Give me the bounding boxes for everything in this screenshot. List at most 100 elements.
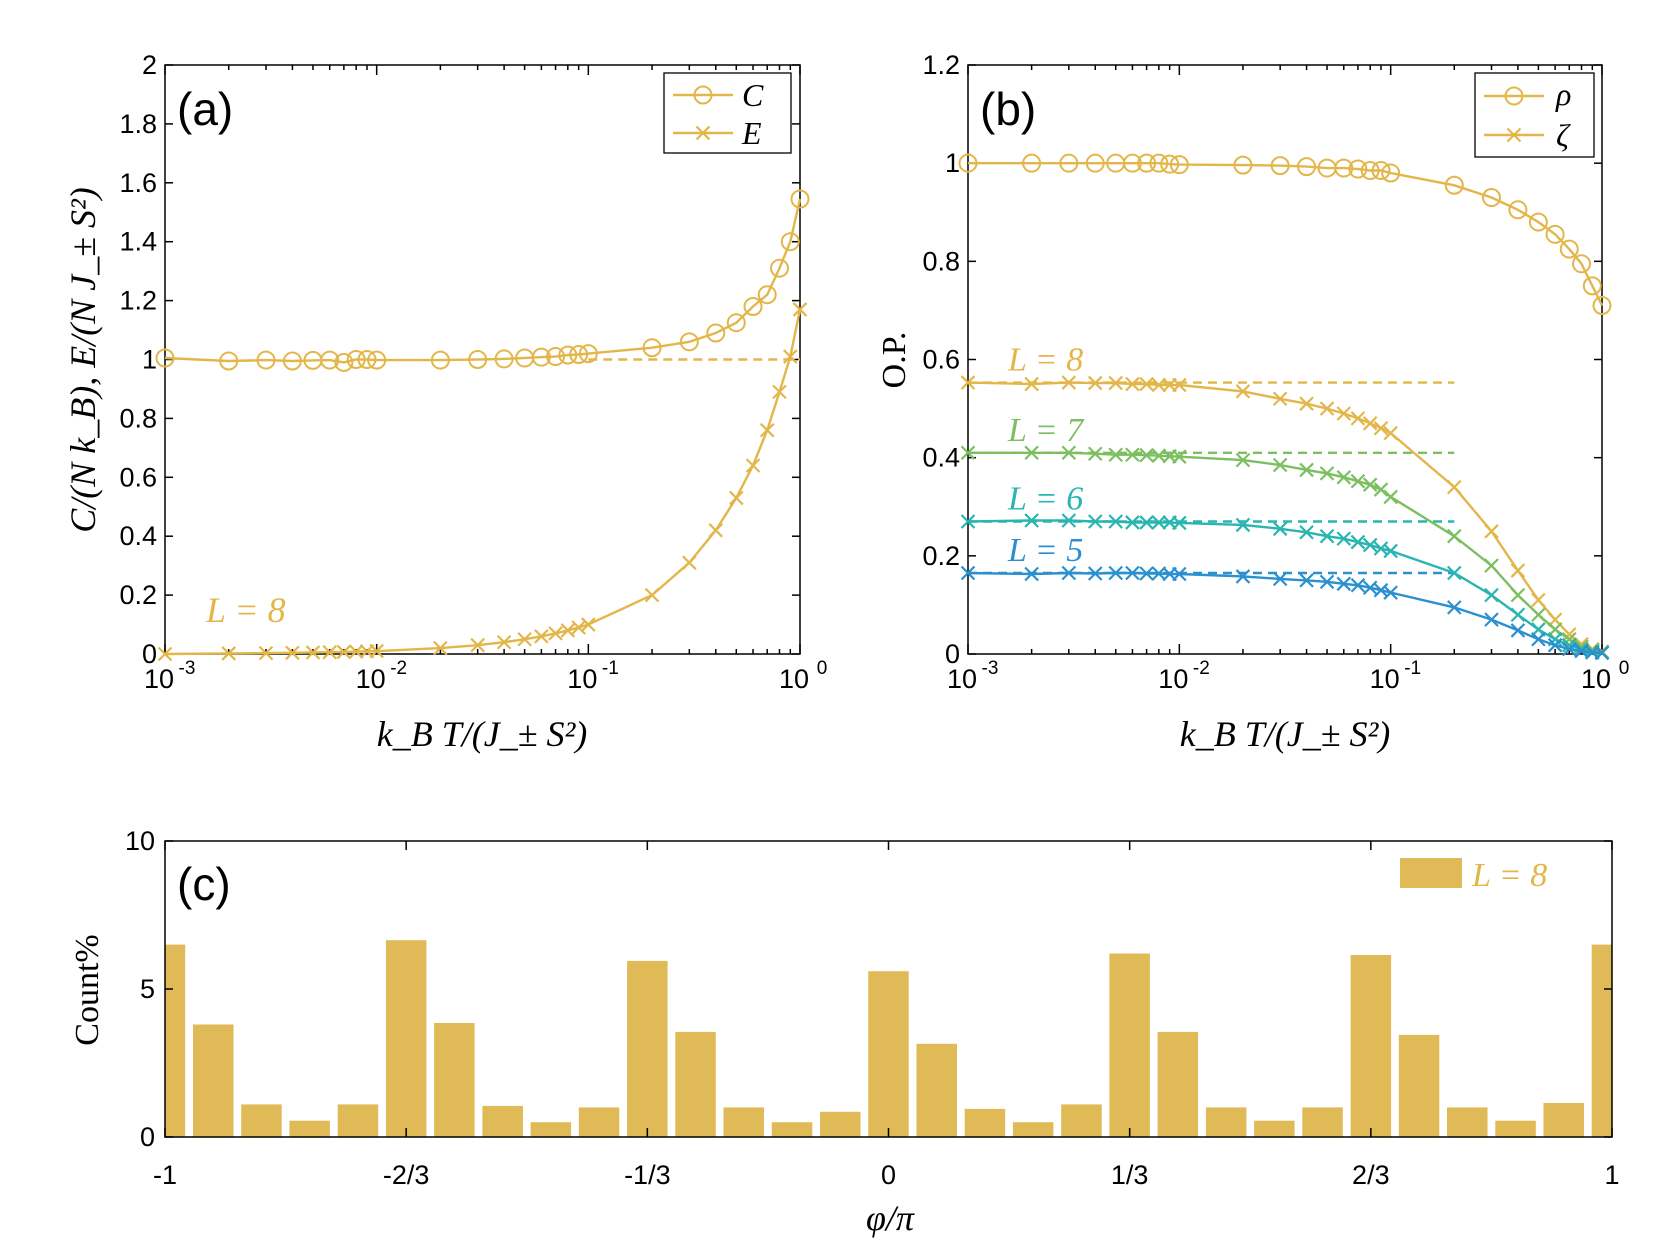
y-tick-label: 1.4 [119, 227, 157, 257]
x-tick-label: 2/3 [1352, 1160, 1390, 1190]
data-point-ζ L=6 [1484, 587, 1499, 603]
data-point-ζ L=8 [1561, 627, 1577, 642]
x-tick-exponent: 0 [1619, 658, 1630, 679]
data-point-ζ L=7 [960, 445, 976, 461]
legend-label-c: C [742, 77, 764, 113]
data-point-ζ L=5 [1087, 566, 1103, 581]
data-point-ζ L=7 [1362, 477, 1378, 492]
data-point-ζ L=8 [1447, 479, 1462, 495]
data-point-ζ L=5 [1235, 569, 1251, 584]
data-point-ζ L=6 [1574, 641, 1589, 657]
y-tick-label: 0 [142, 639, 157, 669]
data-point-E [534, 629, 549, 644]
data-point-ζ L=5 [1350, 578, 1366, 593]
histogram-bar [193, 1024, 234, 1137]
data-point-E [305, 645, 321, 660]
data-point-ρ [1444, 175, 1464, 195]
data-point-ζ L=5 [1172, 566, 1187, 582]
y-tick-label: 0.4 [922, 443, 960, 473]
legend-marker-c [693, 85, 713, 105]
data-point-ζ L=7 [1125, 447, 1140, 462]
x-axis-label: k_B T/(J_± S²) [377, 714, 588, 754]
data-point-ζ L=6 [1383, 543, 1398, 559]
data-point-ρ [958, 153, 978, 173]
data-point-ζ L=5 [1383, 585, 1398, 600]
data-point-C [706, 323, 726, 343]
data-point-ρ [1149, 153, 1169, 173]
y-tick-label: 1.2 [119, 286, 157, 316]
data-point-E [772, 384, 787, 400]
data-point-E [644, 587, 660, 603]
data-point-ζ L=8 [1125, 376, 1140, 392]
histogram-bar [337, 1104, 379, 1137]
data-point-ζ L=7 [1272, 457, 1288, 473]
data-point-E [285, 645, 300, 661]
series-line-ζ L=6 [967, 519, 1603, 654]
y-tick-label: 10 [125, 826, 155, 856]
histogram-bar [820, 1111, 861, 1137]
histogram-bar [1543, 1103, 1584, 1137]
data-point-ζ L=8 [1061, 375, 1077, 390]
data-point-ζ L=8 [960, 375, 976, 390]
y-tick-label: 0.8 [119, 403, 157, 433]
data-point-ζ L=8 [1484, 524, 1499, 539]
data-point-ζ L=8 [1151, 377, 1167, 393]
data-point-ζ L=7 [1447, 528, 1462, 544]
data-point-ζ L=6 [1235, 517, 1251, 533]
data-point-C [726, 313, 746, 333]
data-point-ζ L=7 [1319, 466, 1335, 481]
data-point-ρ [1572, 254, 1592, 274]
data-point-ζ L=6 [1172, 515, 1187, 531]
data-point-C [346, 350, 366, 369]
data-point-ζ L=5 [1547, 637, 1563, 653]
data-point-E [258, 645, 274, 661]
data-point-E [221, 646, 236, 661]
histogram-bar [1591, 944, 1612, 1137]
data-point-ρ [1233, 155, 1253, 175]
data-point-ζ L=7 [1336, 470, 1352, 485]
data-point-C [578, 344, 598, 364]
data-point-ζ L=5 [1319, 574, 1335, 590]
histogram-bar [289, 1120, 330, 1137]
data-point-C [320, 350, 340, 370]
x-tick-label: -1 [153, 1160, 177, 1190]
histogram-bar [165, 944, 186, 1137]
series-label-ζ L=5: L = 5 [1007, 532, 1083, 569]
x-tick-label: 10 [947, 664, 977, 694]
data-point-ρ [1059, 153, 1079, 173]
y-tick-label: 1 [945, 148, 960, 178]
data-point-ζ L=8 [1319, 401, 1335, 416]
y-tick-label: 1 [142, 345, 157, 375]
data-point-ρ [1022, 153, 1042, 173]
data-point-ζ L=6 [1125, 515, 1140, 530]
data-point-ζ L=8 [1024, 376, 1039, 392]
data-point-ζ L=7 [1350, 473, 1366, 489]
data-point-ζ L=8 [1531, 592, 1546, 608]
data-point-ζ L=5 [1125, 565, 1140, 581]
data-point-ρ [1582, 276, 1602, 296]
x-tick-exponent: -3 [179, 658, 196, 679]
legend: ρζ [1474, 72, 1595, 158]
data-point-ζ L=7 [1235, 452, 1251, 468]
data-point-E [682, 555, 697, 570]
data-point-ζ L=7 [1383, 489, 1398, 505]
histogram-bar [434, 1023, 475, 1137]
data-point-ζ L=8 [1362, 416, 1378, 431]
data-point-E [729, 490, 744, 506]
x-tick-label: 10 [144, 664, 174, 694]
data-point-E [322, 644, 337, 660]
data-point-ζ L=7 [1087, 446, 1103, 462]
legend-swatch [1400, 858, 1462, 888]
x-tick-exponent: -3 [982, 658, 999, 679]
data-point-ζ L=6 [1061, 513, 1077, 528]
data-point-ρ [1381, 163, 1401, 183]
y-tick-label: 1.2 [922, 50, 960, 80]
data-point-ζ L=7 [1024, 445, 1039, 461]
data-point-C [367, 350, 387, 370]
data-point-C [282, 351, 302, 371]
x-tick-label: 10 [1158, 664, 1188, 694]
x-tick-exponent: -1 [1404, 658, 1421, 679]
histogram-bar [1012, 1122, 1054, 1137]
histogram-bar [916, 1043, 957, 1137]
histogram-bar [1495, 1120, 1536, 1137]
